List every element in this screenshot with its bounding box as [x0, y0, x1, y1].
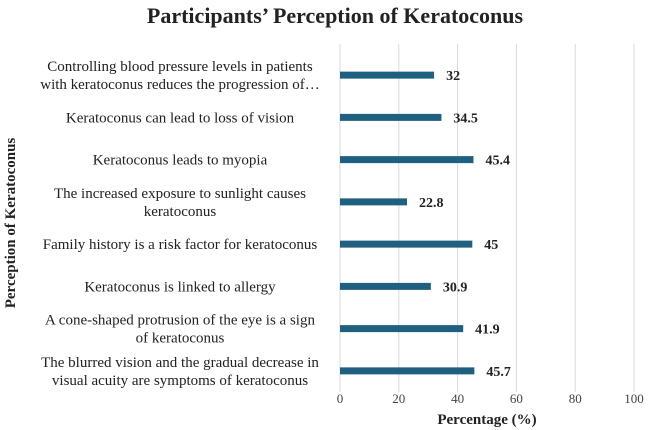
- category-label: The increased exposure to sunlight cause…: [54, 186, 306, 220]
- category-label: Keratoconus leads to myopia: [93, 153, 268, 169]
- category-label: Controlling blood pressure levels in pat…: [40, 59, 320, 93]
- data-label: 34.5: [453, 111, 478, 126]
- category-label: Keratoconus is linked to allergy: [84, 279, 276, 295]
- category-labels: Controlling blood pressure levels in pat…: [40, 59, 320, 389]
- category-label: A cone-shaped protrusion of the eye is a…: [45, 313, 315, 347]
- category-label: The blurred vision and the gradual decre…: [41, 355, 319, 389]
- data-labels: 32 34.5 45.4 22.8 45 30.9 41.9 45.7: [419, 69, 511, 380]
- category-label: Family history is a risk factor for kera…: [43, 237, 318, 253]
- chart-title: Participants’ Perception of Keratoconus: [147, 3, 524, 28]
- x-tick-label: 40: [451, 391, 464, 406]
- y-axis-title: Perception of Keratoconus: [3, 138, 19, 309]
- x-tick-label: 80: [569, 391, 582, 406]
- data-label: 30.9: [443, 280, 468, 295]
- gridlines: [339, 44, 635, 392]
- bar: [340, 367, 475, 375]
- x-tick-label: 100: [624, 391, 644, 406]
- bar: [340, 282, 431, 290]
- bar: [340, 156, 474, 164]
- bars: [340, 71, 475, 375]
- category-label: Keratoconus can lead to loss of vision: [66, 110, 295, 126]
- data-label: 45.4: [485, 154, 510, 169]
- bar: [340, 325, 464, 333]
- bar: [340, 71, 435, 79]
- x-tick-label: 0: [337, 391, 344, 406]
- data-label: 45: [484, 238, 498, 253]
- data-label: 41.9: [475, 323, 500, 338]
- bar: [340, 198, 408, 206]
- data-label: 32: [446, 69, 460, 84]
- x-axis-title: Percentage (%): [437, 412, 536, 428]
- data-label: 45.7: [486, 365, 511, 380]
- x-tick-label: 20: [392, 391, 405, 406]
- x-tick-label: 60: [510, 391, 523, 406]
- bar: [340, 240, 473, 248]
- bar: [340, 113, 442, 121]
- x-tick-labels: 0 20 40 60 80 100: [337, 391, 644, 406]
- data-label: 22.8: [419, 196, 444, 211]
